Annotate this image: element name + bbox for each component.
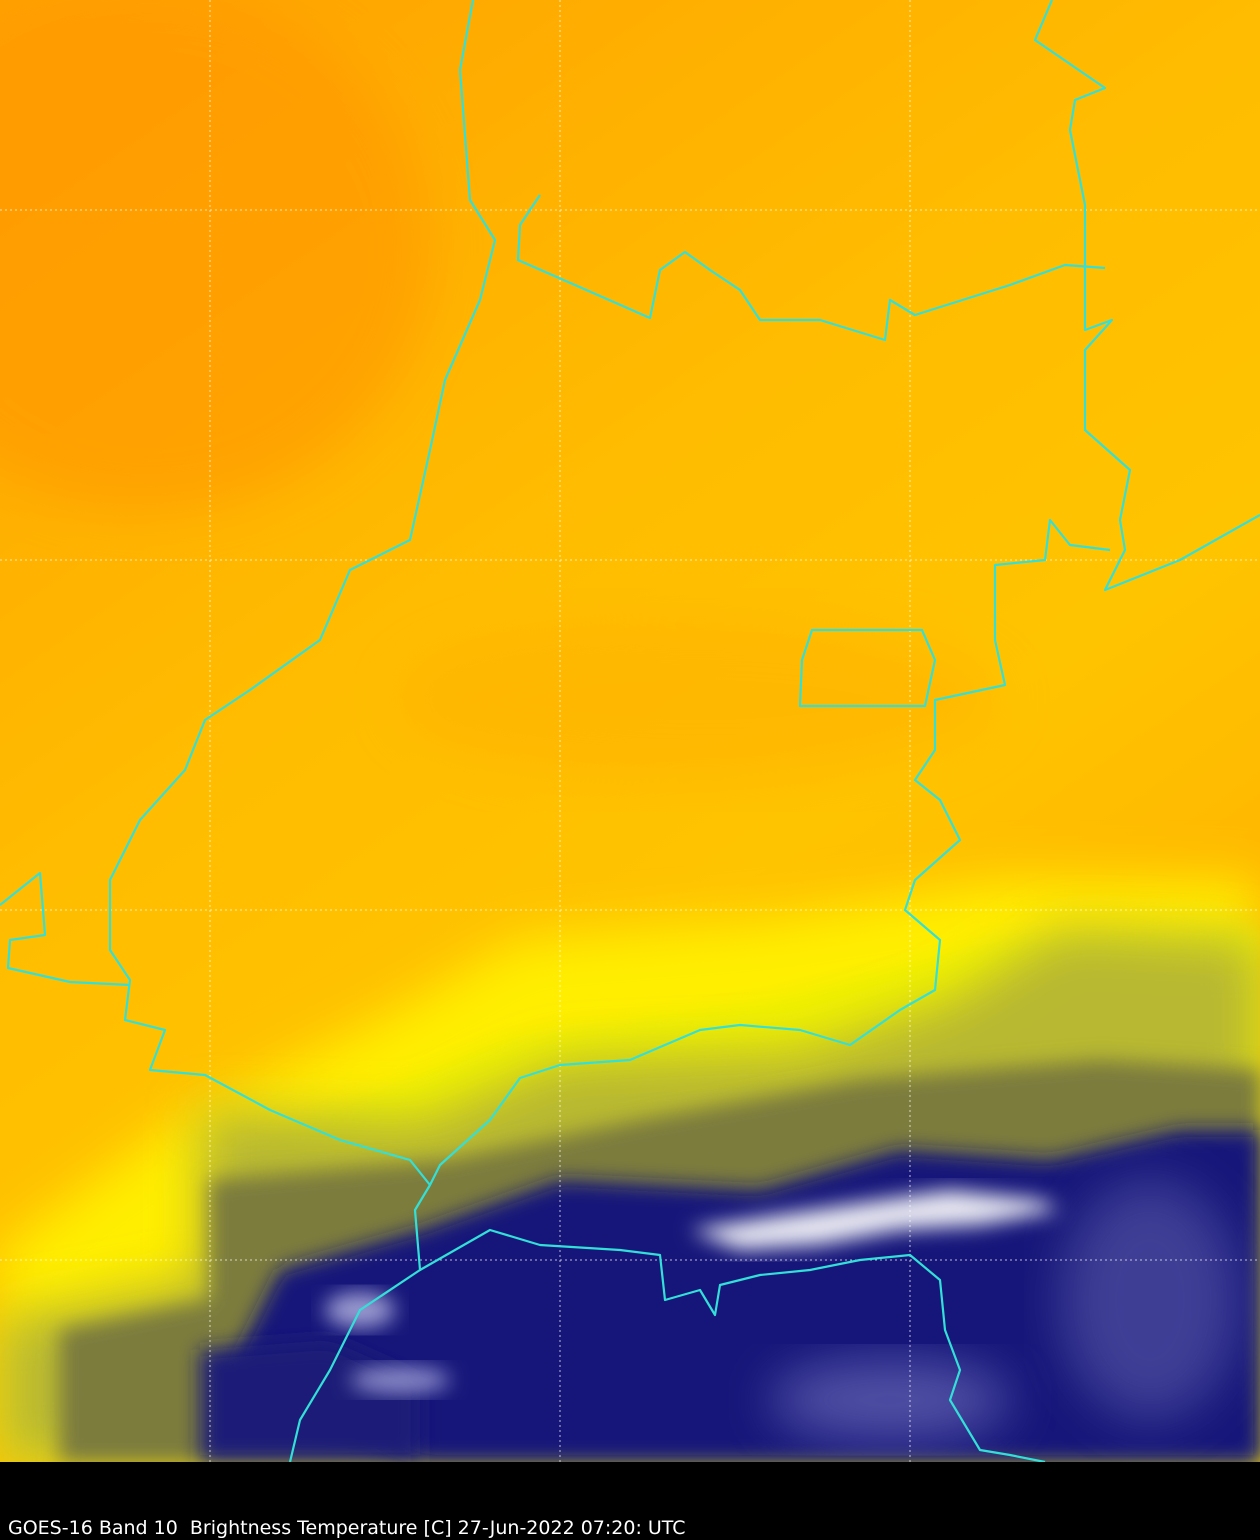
graticule [0,0,1260,1462]
borders [0,0,1260,1462]
caption-bar [0,1462,1260,1540]
imagery [0,0,1260,1462]
caption: GOES-16 Band 10 Brightness Temperature [… [8,1517,686,1539]
